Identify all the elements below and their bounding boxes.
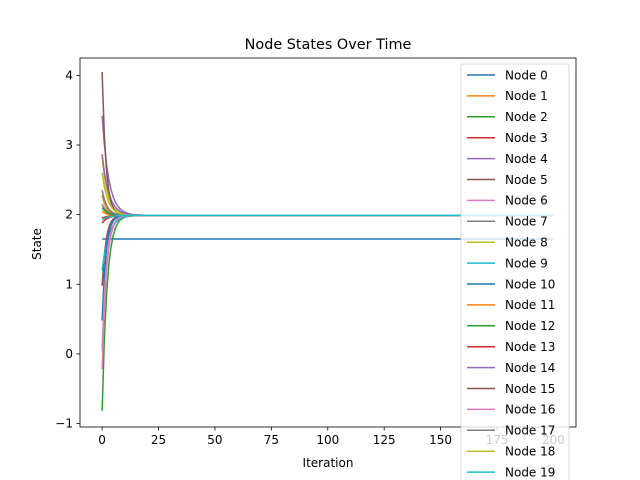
legend-entry-label: Node 8 bbox=[505, 236, 548, 250]
x-tick-label: 25 bbox=[151, 433, 166, 447]
y-tick-label: 2 bbox=[65, 208, 73, 222]
x-tick-label: 100 bbox=[316, 433, 339, 447]
legend-box bbox=[460, 63, 570, 480]
legend-entry-label: Node 17 bbox=[505, 424, 555, 438]
legend-entry-label: Node 5 bbox=[505, 173, 548, 187]
legend-entry-label: Node 4 bbox=[505, 152, 548, 166]
x-tick-label: 75 bbox=[264, 433, 279, 447]
x-tick-label: 125 bbox=[373, 433, 396, 447]
x-tick-label: 150 bbox=[429, 433, 452, 447]
legend-entry-label: Node 11 bbox=[505, 298, 555, 312]
y-tick-label: −1 bbox=[55, 417, 73, 431]
legend-entry-label: Node 6 bbox=[505, 194, 548, 208]
y-axis-label: State bbox=[30, 228, 44, 260]
y-tick-label: 4 bbox=[65, 68, 73, 82]
x-tick-label: 0 bbox=[98, 433, 106, 447]
legend-entry-label: Node 19 bbox=[505, 465, 555, 479]
x-tick-label: 50 bbox=[207, 433, 222, 447]
y-tick-label: 3 bbox=[65, 138, 73, 152]
legend-entry-label: Node 2 bbox=[505, 110, 548, 124]
legend-entry-label: Node 18 bbox=[505, 445, 555, 459]
legend-entry-label: Node 0 bbox=[505, 68, 548, 82]
x-axis-label: Iteration bbox=[303, 456, 354, 470]
y-tick-label: 1 bbox=[65, 277, 73, 291]
legend-entry-label: Node 12 bbox=[505, 319, 555, 333]
y-tick-label: 0 bbox=[65, 347, 73, 361]
chart-title: Node States Over Time bbox=[245, 37, 412, 53]
y-axis: −1 0 1 2 3 4 bbox=[55, 68, 80, 431]
legend-entry-label: Node 3 bbox=[505, 131, 548, 145]
legend: Node 0 Node 1 Node 2 Node 3 Node 4 Node 5 Node… bbox=[460, 63, 570, 480]
legend-entry-label: Node 15 bbox=[505, 382, 555, 396]
legend-entry-label: Node 13 bbox=[505, 340, 555, 354]
legend-entry-label: Node 16 bbox=[505, 403, 555, 417]
legend-entry-label: Node 1 bbox=[505, 89, 548, 103]
legend-entry-label: Node 9 bbox=[505, 256, 548, 270]
legend-entry-label: Node 7 bbox=[505, 215, 548, 229]
legend-entry-label: Node 10 bbox=[505, 277, 555, 291]
legend-entry-label: Node 14 bbox=[505, 361, 555, 375]
